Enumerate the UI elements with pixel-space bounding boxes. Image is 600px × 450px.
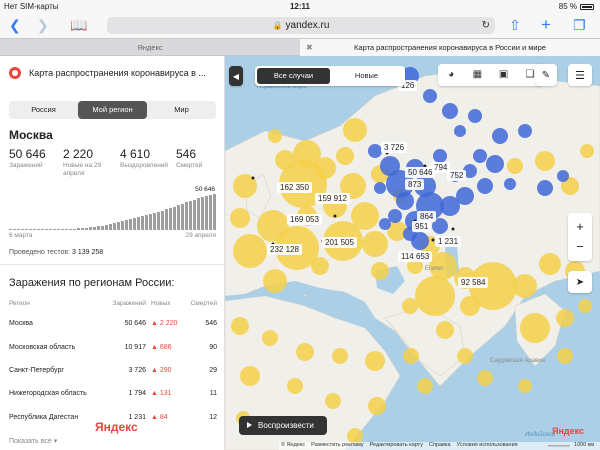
panorama-icon[interactable]: ▦ [472,69,483,80]
zoom-control: + − [568,213,592,261]
address-bar[interactable]: 🔒 yandex.ru ↻ [107,17,495,34]
bubble-label[interactable]: 752 [447,170,467,181]
yandex-logo: Яндекс [95,420,138,434]
map-view[interactable]: Норвежское море Египет Саудовская Аравия… [225,56,600,450]
bookmarks-icon[interactable]: 📖 [70,17,88,33]
tab-coronavirus-map[interactable]: ✖ Карта распространения коронавируса в Ро… [300,39,600,56]
forward-icon[interactable]: ❯ [37,17,49,33]
map-footer: © Яндекс Разместить рекламу Редактироват… [279,442,600,450]
terms-link[interactable]: Условия использования [456,442,518,448]
bubble-label[interactable]: 232 128 [267,244,302,255]
cases-mode-switch: Все случаи Новые [255,66,405,86]
reload-icon[interactable]: ↻ [481,20,490,31]
bubble-label[interactable]: 951 [412,221,432,232]
battery-percent: 85 % [558,2,577,11]
country-label: Саудовская Аравия [490,358,545,364]
tests-value: 3 139 258 [72,249,104,256]
ruler-icon[interactable]: ✎ [535,64,557,86]
edit-map-link[interactable]: Редактировать карту [369,442,424,448]
bubble-label[interactable]: 201 505 [322,237,357,248]
tab-my-region[interactable]: Мой регион [78,101,147,119]
country-label: Египет [425,266,444,272]
close-tab-icon[interactable]: ✖ [306,43,313,52]
bubble-label[interactable]: 794 [431,162,451,173]
layers-icon[interactable]: ❏ [525,69,535,80]
bubble-label[interactable]: 162 350 [277,182,312,193]
city-name: Москва [9,128,53,142]
back-icon[interactable]: ❮ [9,17,21,33]
divider [0,264,224,265]
cases-growth-chart: 50 646 [9,186,216,230]
bubble-label[interactable]: 1 231 [435,236,462,247]
tab-yandex[interactable]: Яндекс [137,43,163,52]
new-tab-icon[interactable]: + [541,15,551,34]
stat-cases: 50 646 Заражений [9,147,46,169]
ocean-label: Индийский [525,432,556,438]
advertise-link[interactable]: Разместить рекламу [311,442,364,448]
clock: 12:11 [289,2,311,11]
scale-label: 1000 км [574,442,594,448]
mode-new-cases[interactable]: Новые [354,71,379,80]
chart-dates: 6 марта 29 апреля [9,232,216,239]
mode-all-cases[interactable]: Все случаи [257,68,330,84]
help-link[interactable]: Справка [429,442,451,448]
bubble-label[interactable]: 114 653 [398,251,433,262]
panel-header: Карта распространения коронавируса в ... [9,67,206,79]
bubble-label[interactable]: 159 912 [315,193,350,204]
play-icon [247,422,252,428]
bubble-label[interactable]: 50 646 [405,167,436,178]
date-end: 29 апреля [185,232,217,239]
tab-russia[interactable]: Россия [31,105,56,114]
tests-count: Проведено тестов: 3 139 258 [9,249,104,256]
collapse-panel-button[interactable]: ◀ [229,66,243,86]
panel-title: Карта распространения коронавируса в ... [29,68,206,78]
bubble-label[interactable]: 92 584 [458,277,489,288]
chart-bars [9,194,216,230]
traffic-icon[interactable]: ◕ [448,69,455,80]
bubble-label[interactable]: 873 [405,179,425,190]
stat-recovered: 4 610 Выздоровлений [120,147,169,169]
browser-toolbar: ❮ ❯ 📖 🔒 yandex.ru ↻ ⇧ + ❐ [0,14,600,38]
bubble-label[interactable]: 169 053 [287,214,322,225]
date-start: 6 марта [9,232,33,239]
show-all-link[interactable]: Показать все ▾ [9,438,58,445]
virus-icon [9,67,21,79]
stat-deaths: 546 Смертей [176,147,203,169]
lock-icon: 🔒 [272,21,283,30]
chart-peak-value: 50 646 [195,186,215,193]
copyright: © Яндекс [281,442,306,448]
yandex-map-logo: Яндекс [551,426,584,436]
tab-strip: Яндекс ✖ Карта распространения коронавиру… [0,38,600,56]
zoom-in-icon[interactable]: + [576,219,584,234]
menu-icon[interactable]: ☰ [568,64,592,86]
battery-indicator: 85 % [559,2,594,11]
url-text: yandex.ru [285,20,330,31]
map-layers-toolbar: ◕ ▦ ▣ ❏ [438,64,543,86]
play-timeline-button[interactable]: Воспроизвести [239,416,327,435]
bubble-label[interactable]: 864 [417,211,437,222]
sea-label: Норвежское море [257,84,307,90]
stat-new: 2 220 Новые на 29 апреля [63,147,102,177]
battery-icon [580,3,594,10]
map-canvas [225,67,600,450]
tabs-overview-icon[interactable]: ❐ [573,17,586,33]
share-icon[interactable]: ⇧ [509,17,521,33]
geolocation-icon[interactable]: ➤ [568,271,592,293]
bubble-label[interactable]: 126 [398,80,418,91]
bubble-label[interactable]: 3 726 [381,142,408,153]
info-panel: Карта распространения коронавируса в ...… [0,56,225,450]
carrier-text: Нет SIM-карты [4,2,59,11]
transport-icon[interactable]: ▣ [498,69,509,80]
region-switch: Россия Мой регион Мир [9,101,216,119]
tab-world[interactable]: Мир [174,105,189,114]
status-bar: Нет SIM-карты 12:11 85 % [0,0,600,14]
regions-title: Заражения по регионам России: [9,277,175,289]
zoom-out-icon[interactable]: − [576,239,584,254]
